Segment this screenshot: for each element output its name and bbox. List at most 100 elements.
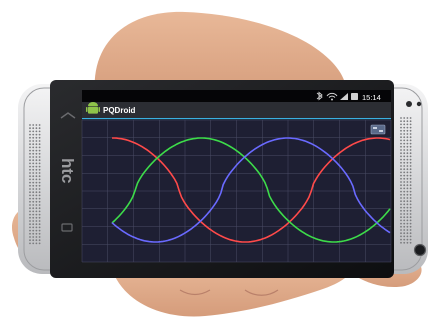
grille-hole [38,232,41,235]
grille-hole [409,225,412,228]
grille-hole [406,197,409,199]
grille-hole [403,155,406,158]
grille-hole [32,213,35,216]
grille-hole [400,203,402,206]
grille-hole [38,223,41,226]
grille-hole [29,216,31,219]
grille-hole [406,117,409,119]
plot-toolbar-icon[interactable] [370,124,386,135]
grille-hole [403,222,406,225]
grille-hole [32,229,35,232]
grille-hole [38,207,41,210]
grille-hole [38,191,41,194]
grille-hole [409,161,412,164]
grille-hole [403,161,406,164]
grille-hole [406,155,409,158]
htc-logo: htc [58,158,77,184]
grille-hole [38,229,41,232]
grille-hole [32,197,35,200]
grille-hole [406,184,409,187]
status-time: 15:14 [362,93,381,102]
grille-hole [32,207,35,210]
grille-hole [35,124,38,126]
grille-hole [406,177,409,180]
grille-hole [400,181,402,183]
grille-hole [400,171,402,174]
grille-hole [38,213,41,216]
grille-hole [400,161,402,164]
grille-hole [29,197,31,200]
grille-hole [409,136,412,139]
grille-hole [406,133,409,135]
grille-hole [403,209,406,212]
grille-hole [29,213,31,216]
grille-hole [400,209,402,212]
grille-hole [32,216,35,219]
grille-hole [32,226,35,229]
grille-hole [38,226,41,229]
grille-hole [406,213,409,215]
grille-hole [32,162,35,165]
grille-hole [32,178,35,181]
android-icon[interactable] [86,102,100,114]
grille-hole [403,238,406,241]
grille-hole [38,172,41,174]
grille-hole [409,133,412,135]
grille-hole [400,213,402,215]
grille-hole [29,124,31,126]
grille-hole [409,241,412,244]
grille-hole [35,216,38,219]
grille-hole [409,126,412,129]
grille-hole [29,152,31,155]
grille-hole [29,200,31,203]
grille-hole [32,127,35,130]
grille-hole [400,193,402,196]
grille-hole [403,216,406,219]
grille-hole [403,171,406,174]
grille-hole [406,129,409,132]
grille-hole [406,232,409,235]
grille-hole [409,216,412,219]
grille-hole [29,207,31,210]
grille-hole [38,242,41,245]
grille-hole [38,194,41,197]
grille-hole [409,209,412,212]
back-button[interactable] [60,112,76,119]
grille-hole [406,241,409,244]
grille-hole [400,216,402,219]
grille-hole [38,200,41,203]
grille-hole [406,145,409,148]
grille-hole [409,120,412,123]
grille-hole [35,223,38,226]
home-button[interactable] [61,223,73,232]
grille-hole [406,142,409,145]
grille-hole [400,206,402,209]
grille-hole [406,139,409,142]
grille-hole [409,206,412,209]
grille-hole [400,149,402,151]
plot-grid [81,119,392,263]
grille-hole [38,181,41,184]
grille-hole [35,168,38,171]
grille-hole [403,197,406,199]
grille-hole [35,162,38,165]
grille-hole [406,225,409,228]
grille-hole [32,200,35,203]
grille-hole [400,232,402,235]
grille-hole [409,174,412,177]
grille-hole [29,191,31,194]
grille-hole [409,190,412,193]
grille-hole [406,168,409,171]
grille-hole [32,181,35,184]
grille-hole [35,178,38,181]
grille-hole [35,239,38,242]
grille-hole [35,194,38,197]
grille-hole [29,220,31,222]
grille-hole [29,140,31,142]
grille-hole [409,168,412,171]
grille-hole [32,232,35,235]
grille-hole [400,158,402,161]
grille-hole [38,197,41,200]
grille-hole [29,239,31,242]
grille-hole [403,139,406,142]
